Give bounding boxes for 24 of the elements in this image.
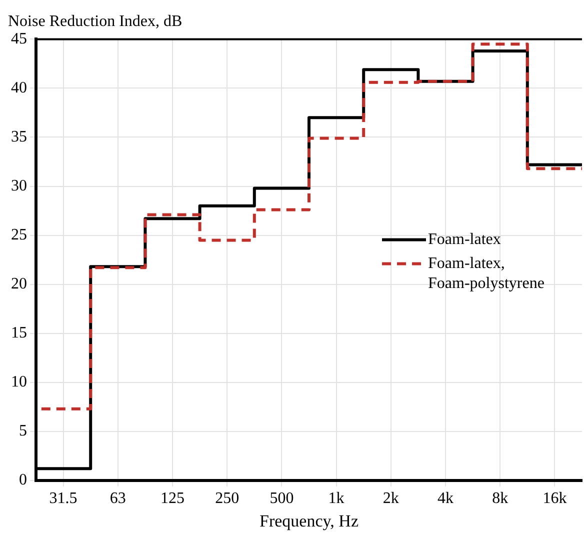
x-tick-label: 125: [160, 490, 184, 508]
x-tick-label: 16k: [542, 490, 567, 508]
x-tick-label: 4k: [438, 490, 454, 508]
x-tick-label: 250: [215, 490, 240, 508]
legend-label: Foam-latex, Foam-polystyrene: [428, 255, 544, 292]
y-tick-label: 40: [11, 79, 27, 96]
y-tick-label: 15: [11, 324, 27, 342]
x-tick-label: 63: [110, 490, 126, 508]
y-tick-label: 35: [11, 128, 27, 146]
x-axis-title: Frequency, Hz: [260, 511, 359, 530]
y-tick-label: 20: [11, 276, 27, 293]
legend-label: Foam-latex: [428, 231, 501, 248]
y-tick-label: 25: [11, 226, 27, 244]
x-tick-label: 31.5: [49, 490, 78, 508]
x-tick-label: 500: [270, 490, 294, 508]
y-tick-label: 5: [19, 422, 27, 440]
y-tick-label: 0: [19, 472, 27, 489]
y-tick-label: 45: [11, 30, 27, 48]
x-tick-label: 8k: [492, 490, 508, 508]
x-tick-label: 1k: [328, 490, 344, 508]
y-tick-label: 10: [11, 374, 27, 391]
y-tick-label: 30: [11, 177, 27, 194]
x-tick-label: 2k: [382, 490, 399, 508]
y-axis-title: Noise Reduction Index, dB: [8, 12, 182, 30]
